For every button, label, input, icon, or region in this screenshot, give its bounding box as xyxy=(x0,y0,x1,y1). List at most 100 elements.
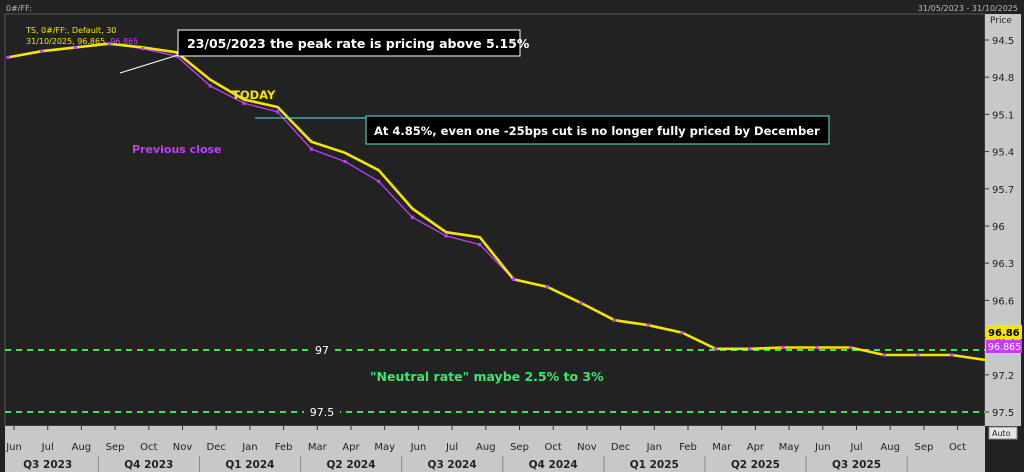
previous-close-point xyxy=(815,345,819,350)
x-quarter-label: Q4 2024 xyxy=(529,459,578,471)
previous-close-point xyxy=(950,353,954,357)
x-quarter-label: Q2 2025 xyxy=(731,459,780,471)
x-month-label: Jul xyxy=(849,442,862,453)
reference-lines: 97 97.5 xyxy=(5,343,985,419)
reference-line-label: 97 xyxy=(315,344,329,357)
y-tick-label: 96.9 xyxy=(992,334,1014,345)
reference-line-label: 97.5 xyxy=(310,406,335,419)
previous-close-point xyxy=(141,47,145,51)
peak-annotation: 23/05/2023 the peak rate is pricing abov… xyxy=(187,36,530,51)
y-tick-label: 96.6 xyxy=(992,296,1014,307)
previous-close-point xyxy=(747,347,751,351)
x-quarter-label: Q3 2023 xyxy=(23,459,72,471)
previous-close-point xyxy=(73,45,77,50)
previous-close-point xyxy=(848,345,853,350)
reference-label-bg xyxy=(311,343,333,357)
last-value-today-label: 96.86 xyxy=(988,328,1020,339)
last-value-today-badge xyxy=(986,325,1022,339)
x-month-label: Oct xyxy=(545,442,562,453)
date-range-label: 31/05/2023 - 31/10/2025 xyxy=(918,4,1018,13)
y-tick-label: 97.5 xyxy=(992,408,1014,419)
x-month-label: May xyxy=(779,442,800,453)
y-tick-label: 95.7 xyxy=(992,185,1014,196)
x-month-label: Mar xyxy=(308,442,328,453)
x-month-label: Nov xyxy=(577,442,597,453)
previous-close-point xyxy=(680,331,684,335)
previous-close-point xyxy=(107,42,111,46)
legend-date-value: 31/10/2025, 96.865, xyxy=(26,37,110,46)
previous-close-point xyxy=(276,110,280,114)
x-quarter-label: Q2 2024 xyxy=(326,459,375,471)
x-month-label: Apr xyxy=(342,442,360,453)
previous-close-point xyxy=(410,215,414,219)
x-month-label: Mar xyxy=(712,442,732,453)
x-month-label: Aug xyxy=(72,442,92,453)
x-month-label: Apr xyxy=(747,442,765,453)
x-quarter-label: Q3 2025 xyxy=(832,459,881,471)
x-month-label: Nov xyxy=(173,442,193,453)
legend-line-2: 31/10/2025, 96.865, 96.865 xyxy=(26,37,138,46)
y-axis-ticks: 94.5 94.8 95.1 95.4 95.7 96 96.3 96.6 96.9 97.2 97… xyxy=(985,36,1014,419)
cut-callout-box xyxy=(365,115,830,145)
neutral-rate-annotation: "Neutral rate" maybe 2.5% to 3% xyxy=(370,369,604,384)
y-tick-label: 96 xyxy=(992,222,1005,233)
x-month-label: May xyxy=(374,442,395,453)
previous-close-point xyxy=(377,179,381,183)
y-tick-label: 94.5 xyxy=(992,36,1014,47)
legend-previous-value: 96.865 xyxy=(110,37,138,46)
peak-callout-box xyxy=(177,29,521,57)
x-axis-area xyxy=(5,426,985,472)
previous-close-point xyxy=(579,301,583,305)
x-month-label: Jun xyxy=(410,442,427,453)
y-axis-area xyxy=(985,14,1021,426)
x-month-label: Aug xyxy=(880,442,900,453)
x-month-label: Dec xyxy=(207,442,226,453)
previous-close-point xyxy=(208,84,212,88)
y-tick-label: 94.8 xyxy=(992,73,1014,84)
x-month-label: Jul xyxy=(445,442,458,453)
previous-close-point xyxy=(242,101,246,105)
previous-close-point xyxy=(646,323,650,327)
x-month-label: Sep xyxy=(106,442,125,453)
x-month-label: Feb xyxy=(275,442,293,453)
x-month-label: Oct xyxy=(949,442,966,453)
legend-line-1: TS, 0#/FF:, Default, 30 xyxy=(25,26,116,35)
auto-scale-button[interactable] xyxy=(988,426,1018,440)
x-month-label: Dec xyxy=(611,442,630,453)
x-month-label: Jun xyxy=(5,442,22,453)
x-quarter-label: Q4 2023 xyxy=(124,459,173,471)
last-value-previous-badge xyxy=(986,340,1022,353)
previous-close-point xyxy=(882,353,886,357)
x-month-label: Sep xyxy=(914,442,933,453)
previous-close-point xyxy=(40,49,44,53)
symbol-label: 0#/FF: xyxy=(6,4,32,13)
previous-close-point xyxy=(916,353,920,357)
x-quarter-label: Q3 2024 xyxy=(428,459,477,471)
previous-close-point xyxy=(545,285,549,289)
x-quarter-label: Q1 2025 xyxy=(630,459,679,471)
today-annotation: TODAY xyxy=(232,88,276,102)
y-tick-label: 95.4 xyxy=(992,148,1014,159)
x-axis-ticks: Jun Jul Aug Sep Oct Nov Dec Jan Feb Mar Apr May Jun J… xyxy=(5,426,966,472)
previous-close-point xyxy=(478,243,482,247)
previous-close-point xyxy=(781,345,785,350)
previous-close-point xyxy=(613,318,617,322)
peak-callout-line xyxy=(119,54,179,74)
x-month-label: Aug xyxy=(476,442,496,453)
x-month-label: Jan xyxy=(646,442,662,453)
previous-close-point xyxy=(174,54,179,58)
x-month-label: Jun xyxy=(814,442,831,453)
series-today-line xyxy=(7,42,986,362)
y-axis-title: Price xyxy=(990,16,1012,26)
previous-close-point xyxy=(511,277,516,281)
previous-close-point xyxy=(343,159,347,164)
x-month-label: Oct xyxy=(140,442,157,453)
previous-close-annotation: Previous close xyxy=(132,143,222,156)
x-month-label: Sep xyxy=(510,442,529,453)
y-tick-label: 97.2 xyxy=(992,371,1014,382)
auto-scale-label: Auto xyxy=(992,429,1011,438)
last-value-previous-label: 96.865 xyxy=(988,342,1021,353)
x-month-label: Jan xyxy=(241,442,257,453)
